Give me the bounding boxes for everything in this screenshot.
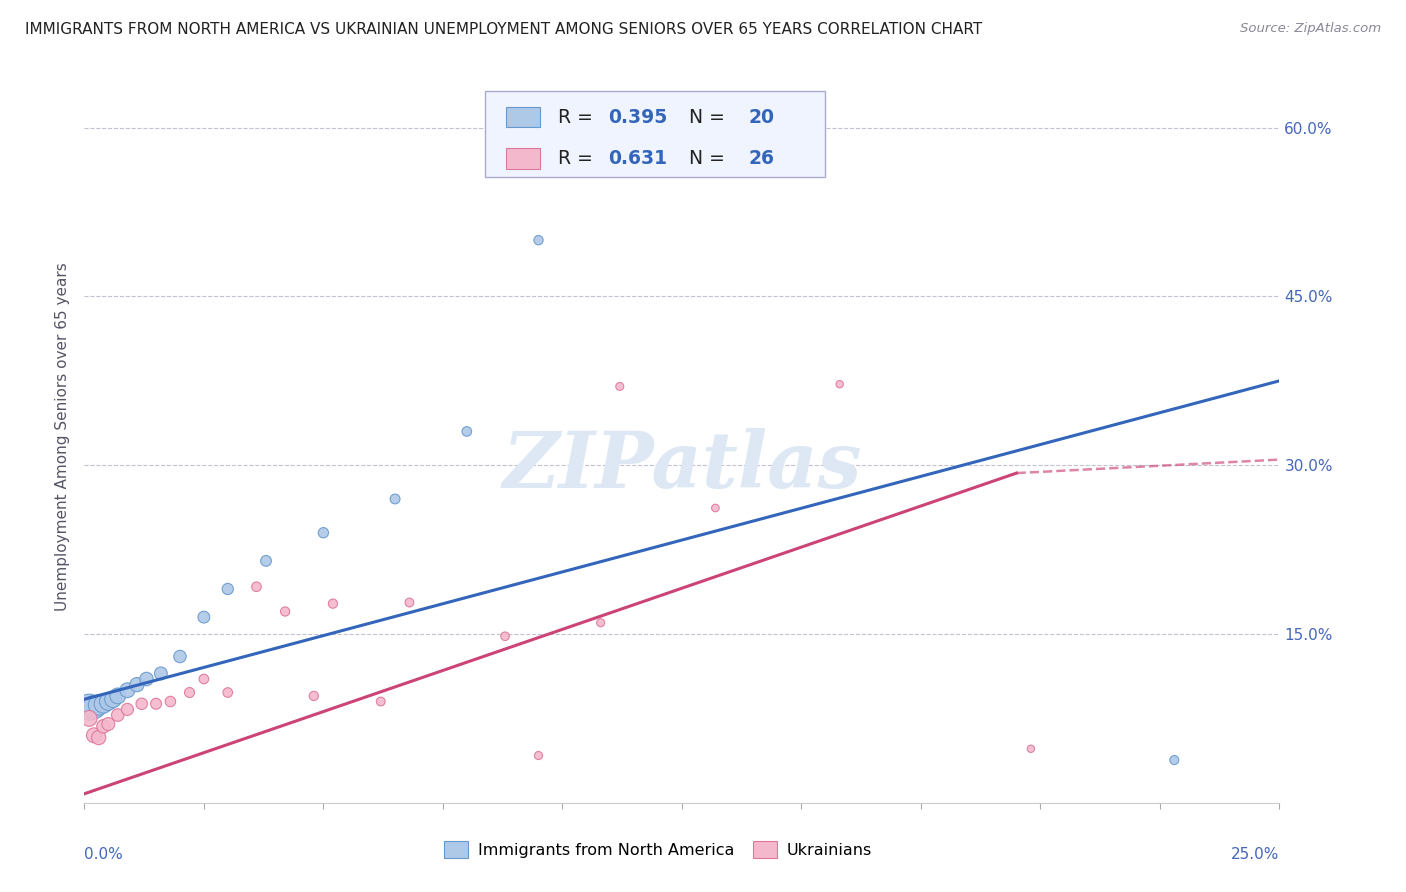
Text: 20: 20 <box>749 108 775 127</box>
Point <box>77 700 100 714</box>
Point <box>179 685 201 699</box>
Text: R =: R = <box>558 108 599 127</box>
FancyBboxPatch shape <box>506 148 540 169</box>
Text: 25.0%: 25.0% <box>1232 847 1279 862</box>
Text: N =: N = <box>678 149 731 168</box>
Point <box>135 672 157 686</box>
Point <box>494 629 516 643</box>
Point <box>384 491 406 506</box>
Text: N =: N = <box>678 108 731 127</box>
Point <box>131 697 153 711</box>
Point <box>312 525 335 540</box>
Point <box>149 666 172 681</box>
Point <box>217 582 239 596</box>
Point <box>370 694 392 708</box>
Point <box>93 697 115 711</box>
Point <box>527 748 550 763</box>
Point <box>87 698 110 712</box>
Point <box>83 700 105 714</box>
Point <box>93 719 115 733</box>
Point <box>117 702 139 716</box>
Point <box>97 717 120 731</box>
Point <box>322 597 344 611</box>
Point <box>97 694 120 708</box>
Point <box>398 595 420 609</box>
Point <box>254 554 277 568</box>
Point <box>101 692 124 706</box>
Point <box>274 605 297 619</box>
Text: IMMIGRANTS FROM NORTH AMERICA VS UKRAINIAN UNEMPLOYMENT AMONG SENIORS OVER 65 YE: IMMIGRANTS FROM NORTH AMERICA VS UKRAINI… <box>25 22 983 37</box>
Text: 0.0%: 0.0% <box>84 847 124 862</box>
Point <box>193 672 215 686</box>
Text: 26: 26 <box>749 149 775 168</box>
Text: R =: R = <box>558 149 599 168</box>
Point <box>77 711 100 725</box>
Y-axis label: Unemployment Among Seniors over 65 years: Unemployment Among Seniors over 65 years <box>55 263 70 611</box>
Point <box>217 685 239 699</box>
Point <box>117 683 139 698</box>
Point <box>145 697 167 711</box>
Text: Source: ZipAtlas.com: Source: ZipAtlas.com <box>1240 22 1381 36</box>
Point <box>169 649 191 664</box>
Point <box>245 580 267 594</box>
Text: ZIPatlas: ZIPatlas <box>502 428 862 505</box>
Point <box>193 610 215 624</box>
Point <box>828 377 851 392</box>
Text: 0.395: 0.395 <box>607 108 666 127</box>
Text: 0.631: 0.631 <box>607 149 666 168</box>
Point <box>609 379 631 393</box>
Point <box>159 694 181 708</box>
Point <box>1163 753 1185 767</box>
Point <box>125 678 148 692</box>
FancyBboxPatch shape <box>506 107 540 128</box>
Legend: Immigrants from North America, Ukrainians: Immigrants from North America, Ukrainian… <box>437 835 879 864</box>
Point <box>87 731 110 745</box>
FancyBboxPatch shape <box>485 91 825 178</box>
Point <box>527 233 550 247</box>
Point <box>589 615 612 630</box>
Point <box>704 500 727 515</box>
Point <box>107 708 129 723</box>
Point <box>1019 741 1042 756</box>
Point <box>107 689 129 703</box>
Point <box>456 425 478 439</box>
Point <box>83 728 105 742</box>
Point <box>302 689 325 703</box>
